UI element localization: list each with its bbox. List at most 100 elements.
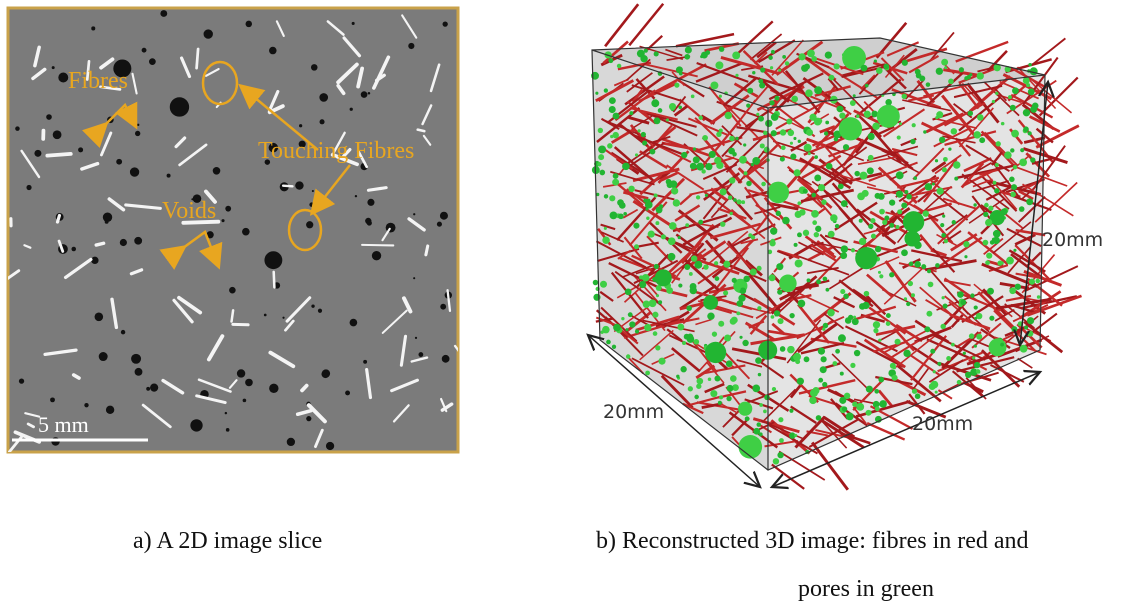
pore-3d [811, 56, 817, 62]
void [295, 181, 303, 189]
pore-3d [913, 176, 917, 180]
pore-3d [806, 129, 813, 136]
pore-3d [688, 386, 693, 391]
void [121, 330, 125, 334]
pore-3d [1012, 87, 1019, 94]
pore-3d [778, 417, 783, 422]
pore-3d [765, 120, 772, 127]
pore-3d [959, 67, 964, 72]
pore-3d [930, 349, 935, 354]
pore-3d [902, 60, 908, 66]
pore-3d [764, 395, 770, 401]
pore-3d [1008, 95, 1012, 99]
pore-3d [635, 329, 639, 333]
pore-3d [911, 293, 915, 297]
pore-3d [805, 89, 813, 97]
pore-3d [976, 369, 980, 373]
pore-3d [977, 72, 984, 79]
pore-3d [676, 375, 679, 378]
void [322, 369, 330, 377]
pore-3d [791, 96, 798, 103]
fibre [274, 272, 275, 287]
pore-3d [822, 327, 825, 330]
pore-3d [678, 283, 682, 287]
pore-3d [895, 339, 901, 345]
pore-3d [691, 94, 695, 98]
void [134, 237, 142, 245]
pore-3d [818, 184, 825, 191]
pore-3d [756, 422, 761, 427]
pore-3d [757, 306, 761, 310]
void [71, 247, 76, 252]
void [167, 174, 171, 178]
pore-3d [732, 278, 737, 283]
pore-3d [710, 81, 718, 89]
void [299, 124, 302, 127]
pore-3d [771, 315, 775, 319]
pore-3d [868, 133, 875, 140]
pore-3d [964, 255, 967, 258]
pore-3d [923, 130, 926, 133]
pore-3d [655, 221, 659, 225]
pore-3d [865, 84, 869, 88]
fibre-3d [867, 423, 904, 439]
pore-3d [803, 230, 809, 236]
pore-3d [598, 145, 606, 153]
pore-3d [839, 112, 845, 118]
void [46, 114, 52, 120]
pore-3d [942, 215, 945, 218]
pore-3d [720, 221, 725, 226]
pore-3d [974, 362, 980, 368]
void [15, 126, 19, 130]
void [106, 406, 114, 414]
pore-3d [705, 194, 708, 197]
pore-3d [705, 342, 726, 363]
pore-3d [827, 309, 834, 316]
dimension-label: 20mm [603, 401, 664, 423]
void [243, 399, 247, 403]
pore-3d [623, 212, 627, 216]
pore-3d [868, 224, 873, 229]
pore-3d [730, 212, 733, 215]
pore-3d [883, 64, 889, 70]
pore-3d [940, 223, 944, 227]
pore-3d [715, 276, 720, 281]
pore-3d [992, 100, 995, 103]
pore-3d [928, 282, 934, 288]
pore-3d [699, 116, 703, 120]
pore-3d [720, 188, 727, 195]
fibre [57, 216, 59, 222]
void [190, 419, 202, 431]
pore-3d [1000, 343, 1004, 347]
pore-3d [658, 358, 665, 365]
pore-3d [602, 326, 610, 334]
pore-3d [680, 366, 686, 372]
pore-3d [875, 406, 880, 411]
pore-3d [843, 294, 849, 300]
pore-3d [855, 247, 877, 269]
pore-3d [854, 171, 859, 176]
pore-3d [650, 149, 656, 155]
pore-3d [703, 295, 718, 310]
label-touching: Touching Fibres [258, 138, 414, 164]
pore-3d [897, 135, 901, 139]
void [287, 438, 295, 446]
pore-3d [807, 278, 811, 282]
pore-3d [889, 223, 894, 228]
void [269, 384, 278, 393]
pore-3d [884, 216, 889, 221]
pore-3d [780, 129, 786, 135]
pore-3d [901, 249, 908, 256]
pore-3d [694, 261, 702, 269]
pore-3d [782, 217, 790, 225]
pore-3d [878, 193, 885, 200]
pore-3d [835, 349, 840, 354]
scale-label: 5 mm [38, 412, 89, 437]
pore-3d [789, 313, 794, 318]
void [318, 309, 322, 313]
pore-3d [960, 299, 966, 305]
pore-3d [705, 163, 712, 170]
pore-3d [985, 260, 990, 265]
fibre [426, 246, 428, 255]
fibre [418, 130, 425, 132]
